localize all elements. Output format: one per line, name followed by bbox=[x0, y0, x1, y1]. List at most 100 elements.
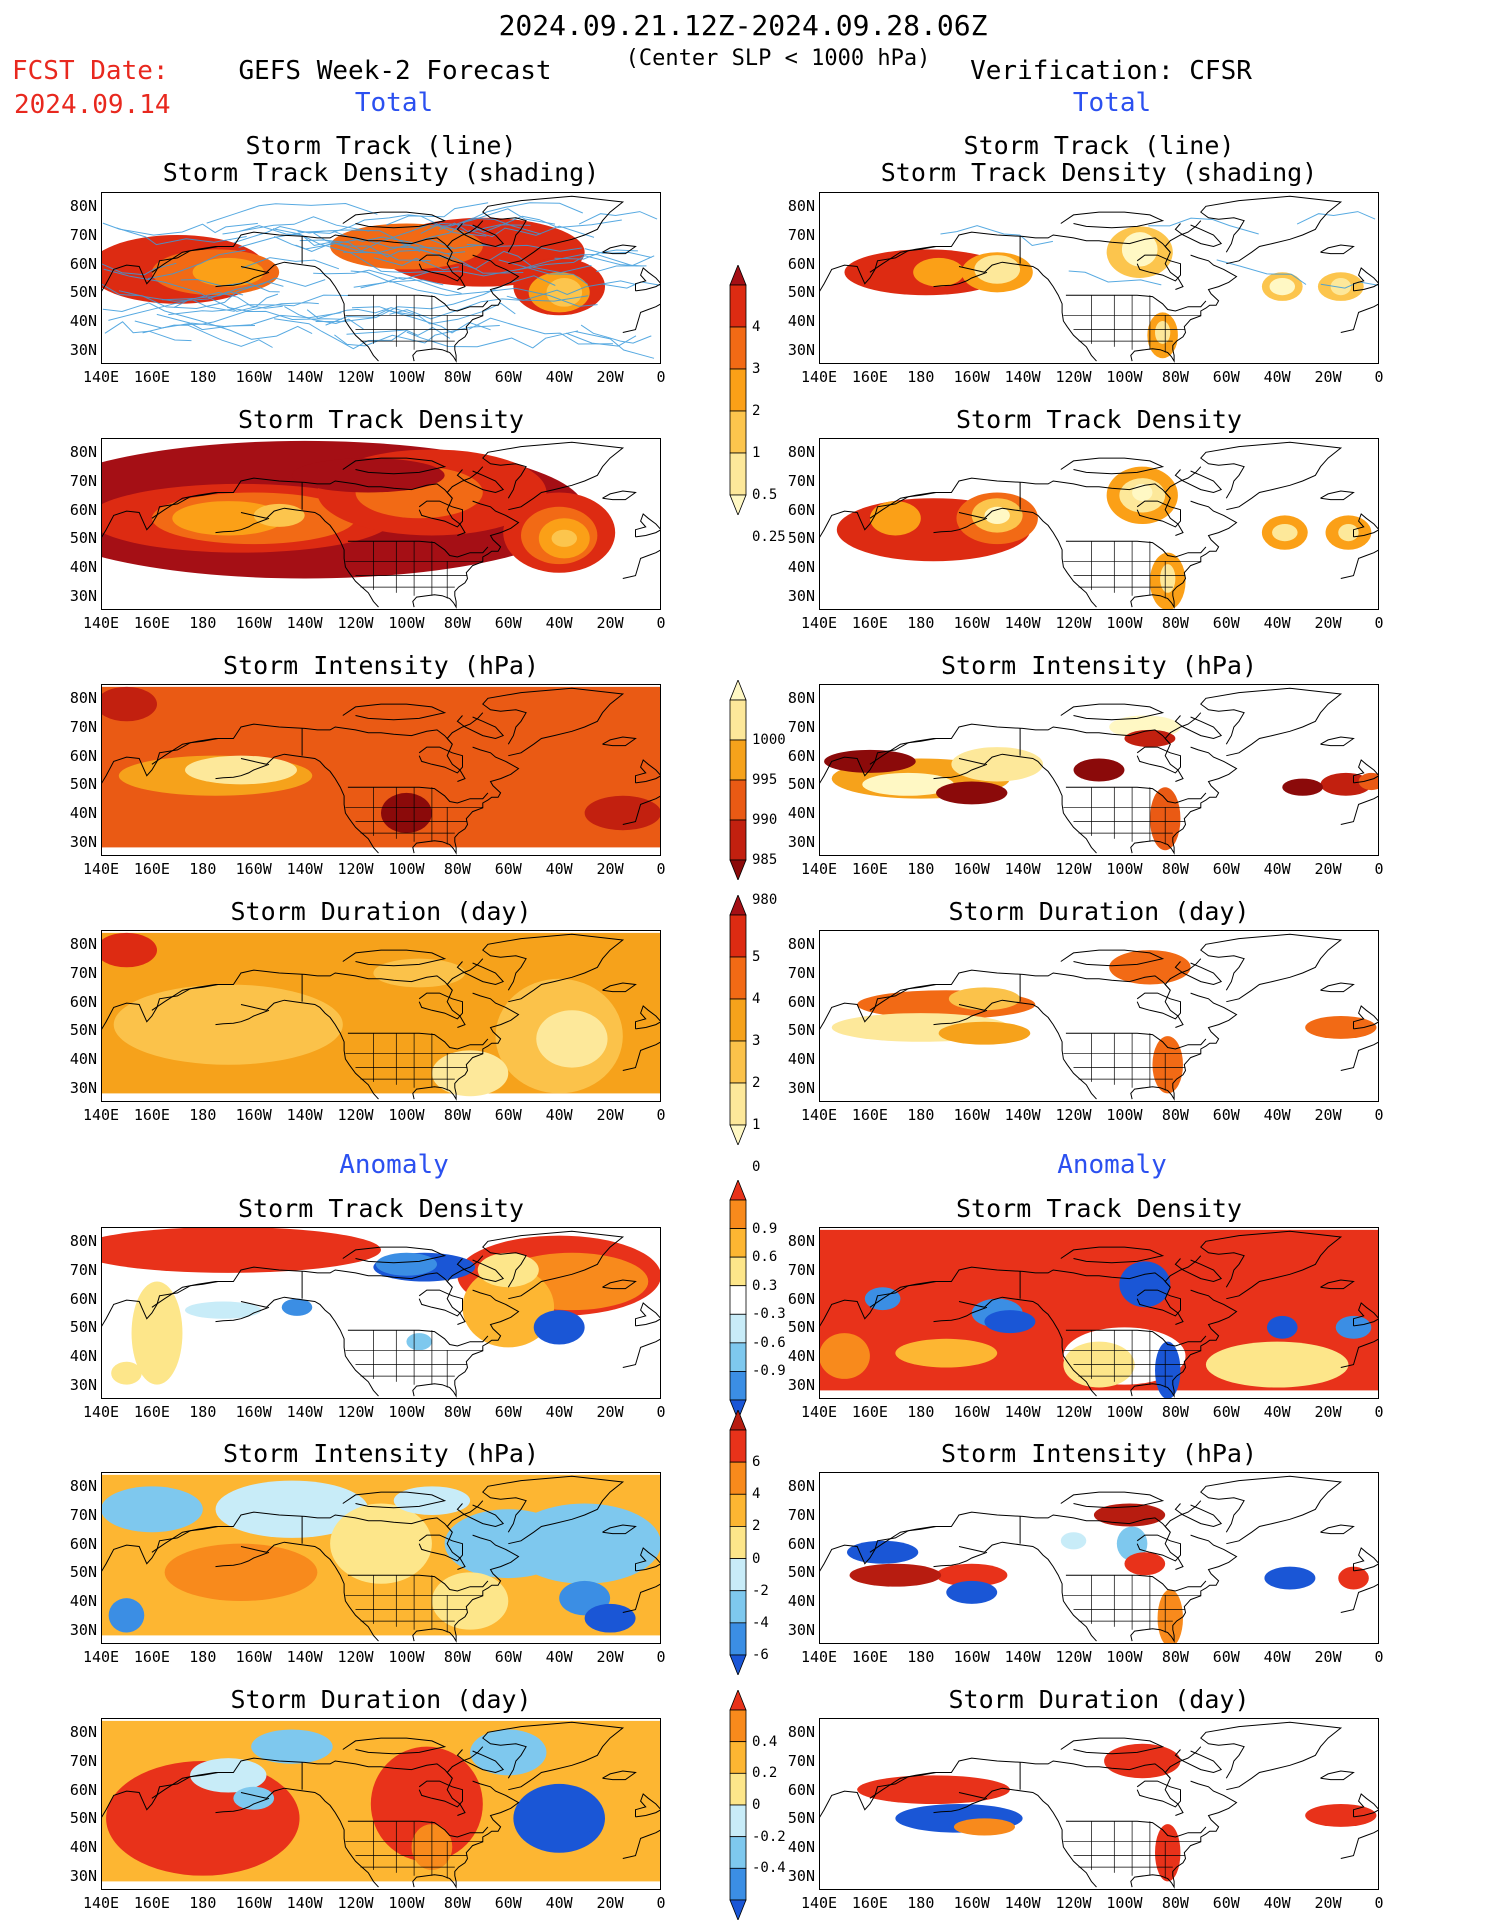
coastlines bbox=[819, 687, 1379, 855]
coastline bbox=[446, 220, 484, 253]
lon-tick-label: 20W bbox=[1314, 860, 1342, 878]
lon-tick-label: 20W bbox=[596, 860, 624, 878]
lon-tick-label: 40W bbox=[545, 368, 573, 386]
lon-tick-label: 140W bbox=[286, 1894, 323, 1912]
panel-title: Storm Duration (day) bbox=[230, 897, 532, 926]
map-svg bbox=[101, 440, 661, 609]
coastlines bbox=[101, 1230, 661, 1398]
field-cell bbox=[1305, 1016, 1377, 1039]
coastline bbox=[215, 1009, 270, 1026]
coastline bbox=[1136, 1534, 1181, 1562]
lon-tick-label: 20W bbox=[1314, 614, 1342, 632]
lat-tick-label: 40N bbox=[787, 1347, 815, 1365]
coastlines bbox=[819, 195, 1379, 363]
field-cell bbox=[1116, 1526, 1148, 1561]
coastline bbox=[1200, 933, 1343, 1003]
lon-tick-label: 20W bbox=[596, 1894, 624, 1912]
coastline bbox=[151, 1757, 466, 1816]
lon-tick-label: 120W bbox=[1055, 1106, 1092, 1124]
lat-tick-label: 50N bbox=[69, 1021, 97, 1040]
coastline bbox=[622, 795, 661, 825]
lon-tick-label: 120W bbox=[1055, 1648, 1092, 1666]
coastline bbox=[1353, 267, 1379, 292]
lon-tick-label: 100W bbox=[1106, 1648, 1143, 1666]
lon-tick-label: 160E bbox=[851, 860, 888, 878]
lon-tick-label: 180 bbox=[907, 1403, 935, 1421]
map-svg bbox=[819, 1721, 1379, 1889]
storm-track bbox=[389, 295, 589, 320]
coastline bbox=[1164, 220, 1202, 253]
map-panel bbox=[819, 1227, 1379, 1399]
lon-tick-label: 160E bbox=[133, 860, 170, 878]
lon-tick-label: 60W bbox=[494, 1894, 522, 1912]
coastline bbox=[602, 244, 637, 255]
coastline bbox=[151, 477, 466, 536]
map-panel bbox=[101, 438, 661, 610]
panel-title: Storm Track Density (shading) bbox=[162, 158, 600, 187]
panel-frame bbox=[101, 438, 661, 610]
storm-track bbox=[183, 310, 343, 325]
coastline bbox=[1320, 1770, 1355, 1781]
lon-tick-label: 100W bbox=[388, 1403, 425, 1421]
lon-tick-label: 180 bbox=[907, 368, 935, 386]
storm-track bbox=[238, 230, 466, 255]
coastline bbox=[622, 1338, 661, 1368]
storm-track bbox=[397, 241, 592, 274]
colorbar-segment bbox=[729, 1741, 747, 1774]
coastline bbox=[1136, 500, 1181, 528]
coastline bbox=[101, 1526, 219, 1573]
colorbar-cap bbox=[729, 494, 747, 517]
colorbar-cap bbox=[729, 859, 747, 882]
field-cell bbox=[936, 1563, 1008, 1587]
lat-tick-label: 40N bbox=[787, 558, 815, 576]
lon-tick-label: 80W bbox=[1161, 860, 1189, 878]
coastline bbox=[101, 738, 219, 785]
coastline bbox=[456, 961, 505, 986]
coastline bbox=[1200, 687, 1343, 757]
lon-tick-label: 0 bbox=[656, 1894, 666, 1912]
lon-tick-label: 120W bbox=[337, 1403, 374, 1421]
storm-track bbox=[498, 259, 589, 285]
field-cell bbox=[1335, 1315, 1372, 1339]
lat-tick-label: 30N bbox=[787, 1866, 815, 1885]
colorbar-segment bbox=[729, 1199, 747, 1229]
coastline bbox=[418, 1780, 463, 1808]
lon-tick-label: 180 bbox=[907, 614, 935, 632]
lat-tick-label: 60N bbox=[69, 254, 97, 273]
colorbar-cap bbox=[729, 1408, 747, 1431]
coastline bbox=[412, 1534, 520, 1643]
lon-tick-label: 140W bbox=[286, 1403, 323, 1421]
lat-tick-label: 70N bbox=[787, 226, 815, 244]
coastline bbox=[819, 1526, 937, 1573]
colorbar-label: -2 bbox=[752, 1582, 769, 1599]
coastline bbox=[1164, 1500, 1202, 1533]
coastline bbox=[1130, 1289, 1238, 1398]
map-panel bbox=[819, 1718, 1379, 1890]
coastline bbox=[446, 1500, 484, 1533]
storm-track bbox=[233, 225, 421, 252]
lat-tick-label: 80N bbox=[787, 197, 815, 216]
political-borders bbox=[301, 728, 489, 845]
lon-tick-label: 80W bbox=[443, 368, 471, 386]
panel-title: Storm Intensity (hPa) bbox=[222, 1439, 540, 1468]
lon-tick-label: 80W bbox=[1161, 1648, 1189, 1666]
lon-tick-label: 180 bbox=[907, 1648, 935, 1666]
fcst-date-label: FCST Date: bbox=[12, 56, 169, 86]
colorbar-label: 990 bbox=[752, 812, 778, 828]
storm-track bbox=[386, 202, 489, 226]
coastline bbox=[456, 715, 505, 740]
colorbar-segment bbox=[729, 1313, 747, 1344]
lon-tick-label: 140W bbox=[286, 368, 323, 386]
colorbar-segment bbox=[729, 1590, 747, 1624]
coastline bbox=[1130, 746, 1238, 855]
lon-tick-label: 20W bbox=[596, 1648, 624, 1666]
storm-track bbox=[468, 225, 595, 238]
map-panel bbox=[101, 1472, 661, 1644]
lon-tick-label: 120W bbox=[1055, 614, 1092, 632]
storm-track bbox=[940, 225, 1053, 247]
lon-tick-label: 180 bbox=[189, 1648, 217, 1666]
storm-track bbox=[351, 306, 491, 334]
field-cell bbox=[1267, 1315, 1298, 1339]
lat-tick-label: 40N bbox=[69, 804, 97, 822]
political-borders bbox=[1019, 236, 1207, 353]
